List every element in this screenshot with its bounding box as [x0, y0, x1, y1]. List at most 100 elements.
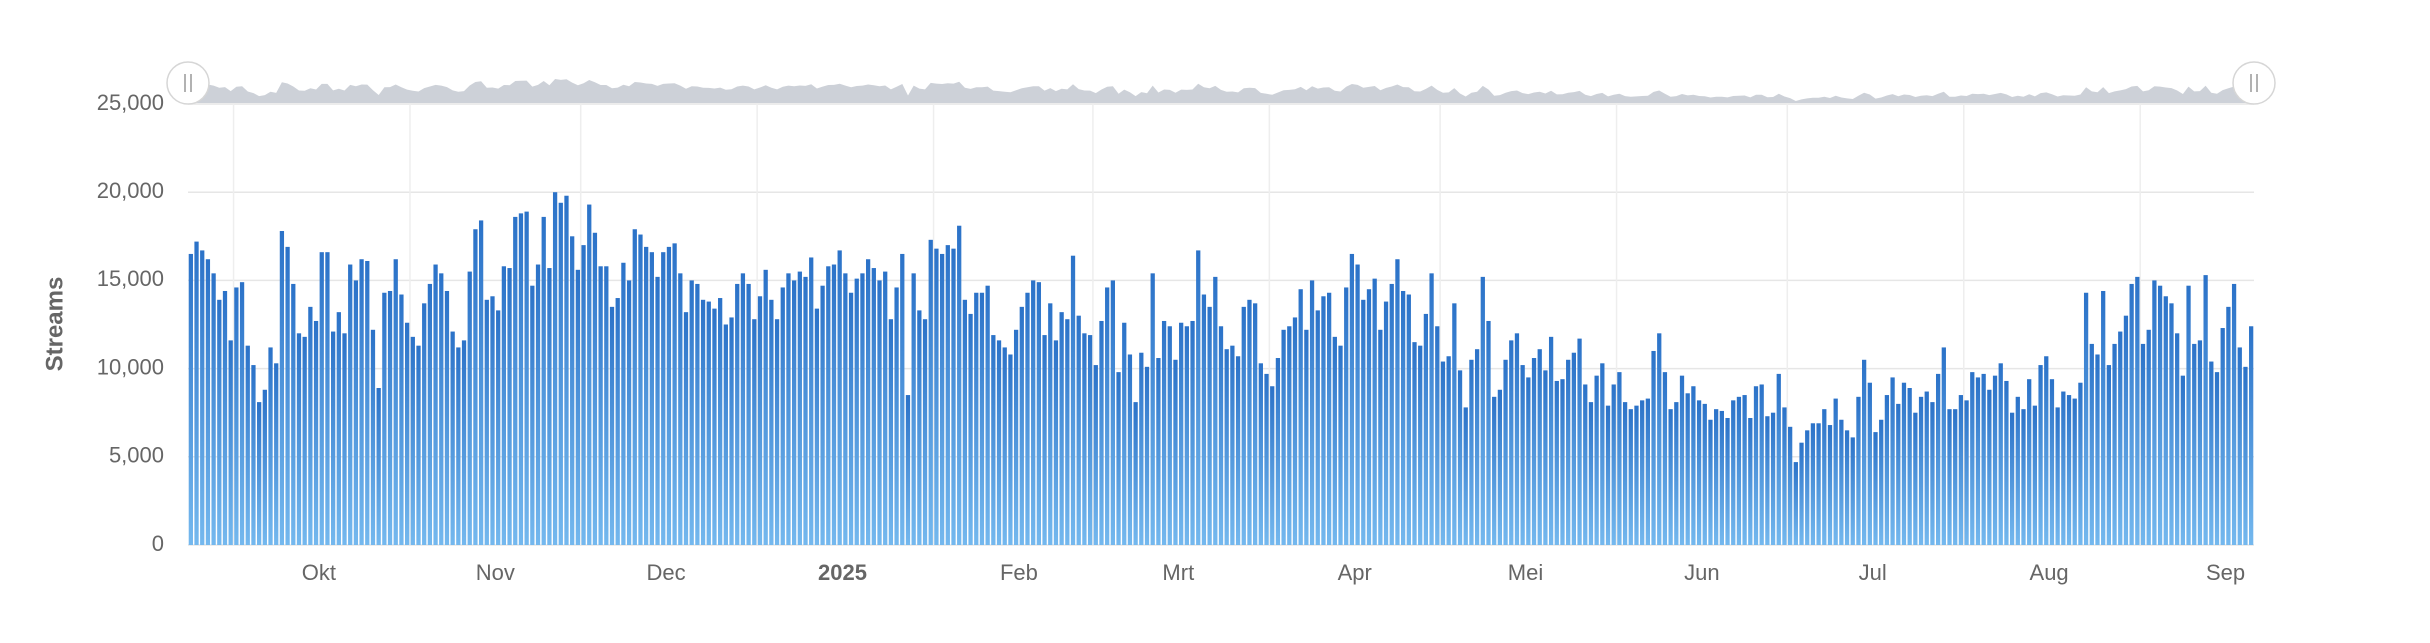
bar — [1987, 389, 1992, 545]
bar — [2112, 343, 2117, 545]
bar — [1378, 329, 1383, 545]
y-tick-label: 15,000 — [97, 266, 164, 291]
bar — [666, 246, 672, 545]
bar — [1674, 402, 1679, 545]
bar — [718, 298, 723, 545]
bar — [1161, 320, 1167, 545]
bar — [1953, 409, 1958, 545]
bar — [359, 259, 364, 545]
bar — [957, 225, 962, 545]
bar — [194, 241, 199, 546]
bar — [2157, 285, 2163, 545]
bar — [1839, 419, 1844, 545]
bar — [1304, 329, 1309, 545]
bar — [1992, 375, 1998, 545]
bar — [541, 216, 546, 545]
bar — [2118, 331, 2123, 545]
bar — [2226, 306, 2231, 545]
bar — [1862, 359, 1867, 545]
bar — [2152, 280, 2157, 545]
y-tick-label: 5,000 — [109, 443, 164, 468]
bar — [1719, 410, 1724, 545]
bar — [1395, 259, 1400, 545]
bar — [587, 204, 592, 545]
bar — [974, 292, 979, 545]
bar — [1509, 340, 1514, 545]
bar — [1628, 409, 1633, 545]
bar — [1087, 335, 1093, 545]
bar — [1355, 264, 1360, 545]
bar — [1076, 315, 1081, 545]
bar — [1036, 282, 1042, 545]
bar — [319, 252, 324, 545]
bar — [211, 273, 216, 545]
bar — [888, 319, 894, 545]
bar — [2180, 375, 2185, 545]
bar — [917, 310, 922, 545]
bar — [262, 389, 267, 545]
bar — [1583, 384, 1588, 545]
bar — [2027, 379, 2032, 545]
bar — [1657, 333, 1662, 545]
bar — [854, 278, 859, 545]
bar — [1179, 322, 1184, 545]
bar — [1548, 336, 1554, 545]
bar — [1412, 342, 1417, 545]
bar — [2192, 343, 2197, 545]
bar — [387, 290, 393, 545]
bar — [979, 292, 985, 545]
handle-circle — [166, 61, 210, 105]
bar — [399, 294, 404, 545]
bar — [330, 331, 336, 545]
bar — [1833, 398, 1838, 545]
bar — [1270, 386, 1275, 545]
bar — [496, 310, 501, 545]
bar — [2163, 296, 2168, 545]
bar — [1748, 417, 1753, 545]
bar — [604, 266, 609, 545]
bar — [968, 313, 973, 545]
bar — [843, 273, 848, 545]
bar — [1247, 299, 1252, 545]
bar — [257, 402, 262, 545]
bar — [1452, 303, 1457, 545]
bar — [1492, 396, 1497, 545]
bar — [1349, 253, 1355, 545]
bar — [1776, 373, 1781, 545]
bar — [1065, 319, 1070, 545]
bar — [1287, 326, 1292, 545]
y-axis-title: Streams — [41, 277, 68, 372]
bar — [422, 303, 427, 545]
bar — [1611, 384, 1616, 545]
bar — [928, 239, 933, 545]
bar — [410, 336, 415, 545]
bar — [1019, 306, 1024, 545]
bar — [735, 283, 740, 545]
bar — [535, 264, 541, 545]
bar — [757, 296, 763, 545]
bar — [1497, 389, 1503, 545]
x-tick-label: Nov — [476, 560, 515, 585]
bar — [1964, 400, 1969, 545]
bar — [478, 220, 484, 545]
bar — [1230, 345, 1235, 545]
bar — [1048, 303, 1053, 545]
bar — [1605, 405, 1611, 545]
bar — [456, 347, 461, 545]
bar — [1770, 412, 1776, 545]
bar — [279, 231, 285, 545]
bar — [2123, 315, 2129, 545]
bar — [575, 269, 580, 545]
bar — [1372, 278, 1377, 545]
bar — [1668, 409, 1673, 545]
bar — [1418, 345, 1423, 545]
bar — [1116, 372, 1121, 545]
bar — [1742, 395, 1747, 545]
bar — [473, 229, 478, 545]
bar — [325, 252, 330, 545]
bar — [1782, 407, 1787, 545]
bar — [951, 248, 956, 545]
bar — [2129, 283, 2134, 545]
bar — [564, 195, 569, 545]
